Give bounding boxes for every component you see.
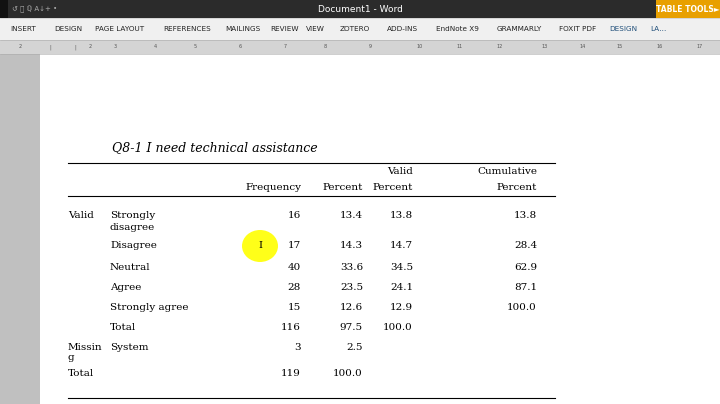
Text: Document1 - Word: Document1 - Word: [318, 4, 402, 13]
Text: 24.1: 24.1: [390, 282, 413, 292]
Text: System: System: [110, 343, 148, 351]
Text: 3: 3: [294, 343, 301, 351]
Text: 116: 116: [281, 322, 301, 332]
Text: REFERENCES: REFERENCES: [163, 26, 211, 32]
Text: 7: 7: [284, 44, 287, 50]
Text: Percent: Percent: [373, 183, 413, 191]
Text: 15: 15: [617, 44, 623, 50]
Text: 13.4: 13.4: [340, 210, 363, 219]
Text: 14.7: 14.7: [390, 242, 413, 250]
Text: Strongly: Strongly: [110, 210, 156, 219]
Text: 17: 17: [697, 44, 703, 50]
Text: 10: 10: [417, 44, 423, 50]
Text: REVIEW: REVIEW: [270, 26, 299, 32]
Text: Missin: Missin: [68, 343, 103, 351]
Text: 5: 5: [194, 44, 197, 50]
Text: Disagree: Disagree: [110, 242, 157, 250]
Text: 100.0: 100.0: [333, 370, 363, 379]
Text: Frequency: Frequency: [245, 183, 301, 191]
Text: Agree: Agree: [110, 282, 141, 292]
Text: 87.1: 87.1: [514, 282, 537, 292]
Text: 6: 6: [238, 44, 242, 50]
Text: Neutral: Neutral: [110, 263, 150, 271]
Text: 28: 28: [288, 282, 301, 292]
Text: 13.8: 13.8: [514, 210, 537, 219]
Text: TABLE TOOLS►: TABLE TOOLS►: [656, 4, 720, 13]
Text: 14.3: 14.3: [340, 242, 363, 250]
FancyBboxPatch shape: [0, 0, 8, 18]
Text: 40: 40: [288, 263, 301, 271]
Text: 2.5: 2.5: [346, 343, 363, 351]
Text: 2: 2: [19, 44, 22, 50]
Text: Strongly agree: Strongly agree: [110, 303, 189, 311]
Text: 9: 9: [369, 44, 372, 50]
FancyBboxPatch shape: [656, 0, 720, 18]
Text: INSERT: INSERT: [10, 26, 36, 32]
Text: 23.5: 23.5: [340, 282, 363, 292]
Text: 14: 14: [580, 44, 586, 50]
Text: 100.0: 100.0: [508, 303, 537, 311]
FancyBboxPatch shape: [0, 18, 720, 40]
Text: GRAMMARLY: GRAMMARLY: [497, 26, 542, 32]
Ellipse shape: [242, 230, 278, 262]
Text: 33.6: 33.6: [340, 263, 363, 271]
Text: VIEW: VIEW: [306, 26, 325, 32]
Text: 3: 3: [114, 44, 117, 50]
Text: PAGE LAYOUT: PAGE LAYOUT: [95, 26, 144, 32]
Text: 8: 8: [323, 44, 327, 50]
FancyBboxPatch shape: [0, 40, 720, 54]
Text: 16: 16: [288, 210, 301, 219]
Text: LA…: LA…: [650, 26, 667, 32]
Text: 11: 11: [457, 44, 463, 50]
FancyBboxPatch shape: [0, 0, 720, 18]
Text: 100.0: 100.0: [383, 322, 413, 332]
Text: I: I: [258, 242, 262, 250]
Text: Total: Total: [68, 370, 94, 379]
Text: ZOTERO: ZOTERO: [340, 26, 370, 32]
Text: MAILINGS: MAILINGS: [225, 26, 260, 32]
Text: 12: 12: [497, 44, 503, 50]
Text: ADD-INS: ADD-INS: [387, 26, 418, 32]
Text: 13.8: 13.8: [390, 210, 413, 219]
Text: FOXIT PDF: FOXIT PDF: [559, 26, 596, 32]
Text: 119: 119: [281, 370, 301, 379]
Text: 16: 16: [657, 44, 663, 50]
FancyBboxPatch shape: [40, 54, 720, 404]
Text: DESIGN: DESIGN: [54, 26, 82, 32]
Text: Valid: Valid: [387, 168, 413, 177]
Text: 62.9: 62.9: [514, 263, 537, 271]
Text: Q8-1 I need technical assistance: Q8-1 I need technical assistance: [112, 141, 318, 154]
Text: Valid: Valid: [68, 210, 94, 219]
Text: Total: Total: [110, 322, 136, 332]
Text: Percent: Percent: [497, 183, 537, 191]
Text: Percent: Percent: [323, 183, 363, 191]
Text: g: g: [68, 354, 75, 362]
Text: 34.5: 34.5: [390, 263, 413, 271]
Text: ↺ ⎘ ℚ A↓+ •: ↺ ⎘ ℚ A↓+ •: [12, 5, 57, 13]
Text: 12.6: 12.6: [340, 303, 363, 311]
Text: 2: 2: [89, 44, 91, 50]
Text: 28.4: 28.4: [514, 242, 537, 250]
Text: 4: 4: [153, 44, 156, 50]
Text: |: |: [74, 44, 76, 50]
Text: EndNote X9: EndNote X9: [436, 26, 479, 32]
Text: 12.9: 12.9: [390, 303, 413, 311]
Text: Cumulative: Cumulative: [477, 168, 537, 177]
Text: DESIGN: DESIGN: [609, 26, 637, 32]
Text: |: |: [49, 44, 51, 50]
Text: 15: 15: [288, 303, 301, 311]
Text: disagree: disagree: [110, 223, 156, 232]
Text: 13: 13: [542, 44, 548, 50]
Text: 17: 17: [288, 242, 301, 250]
Text: 97.5: 97.5: [340, 322, 363, 332]
